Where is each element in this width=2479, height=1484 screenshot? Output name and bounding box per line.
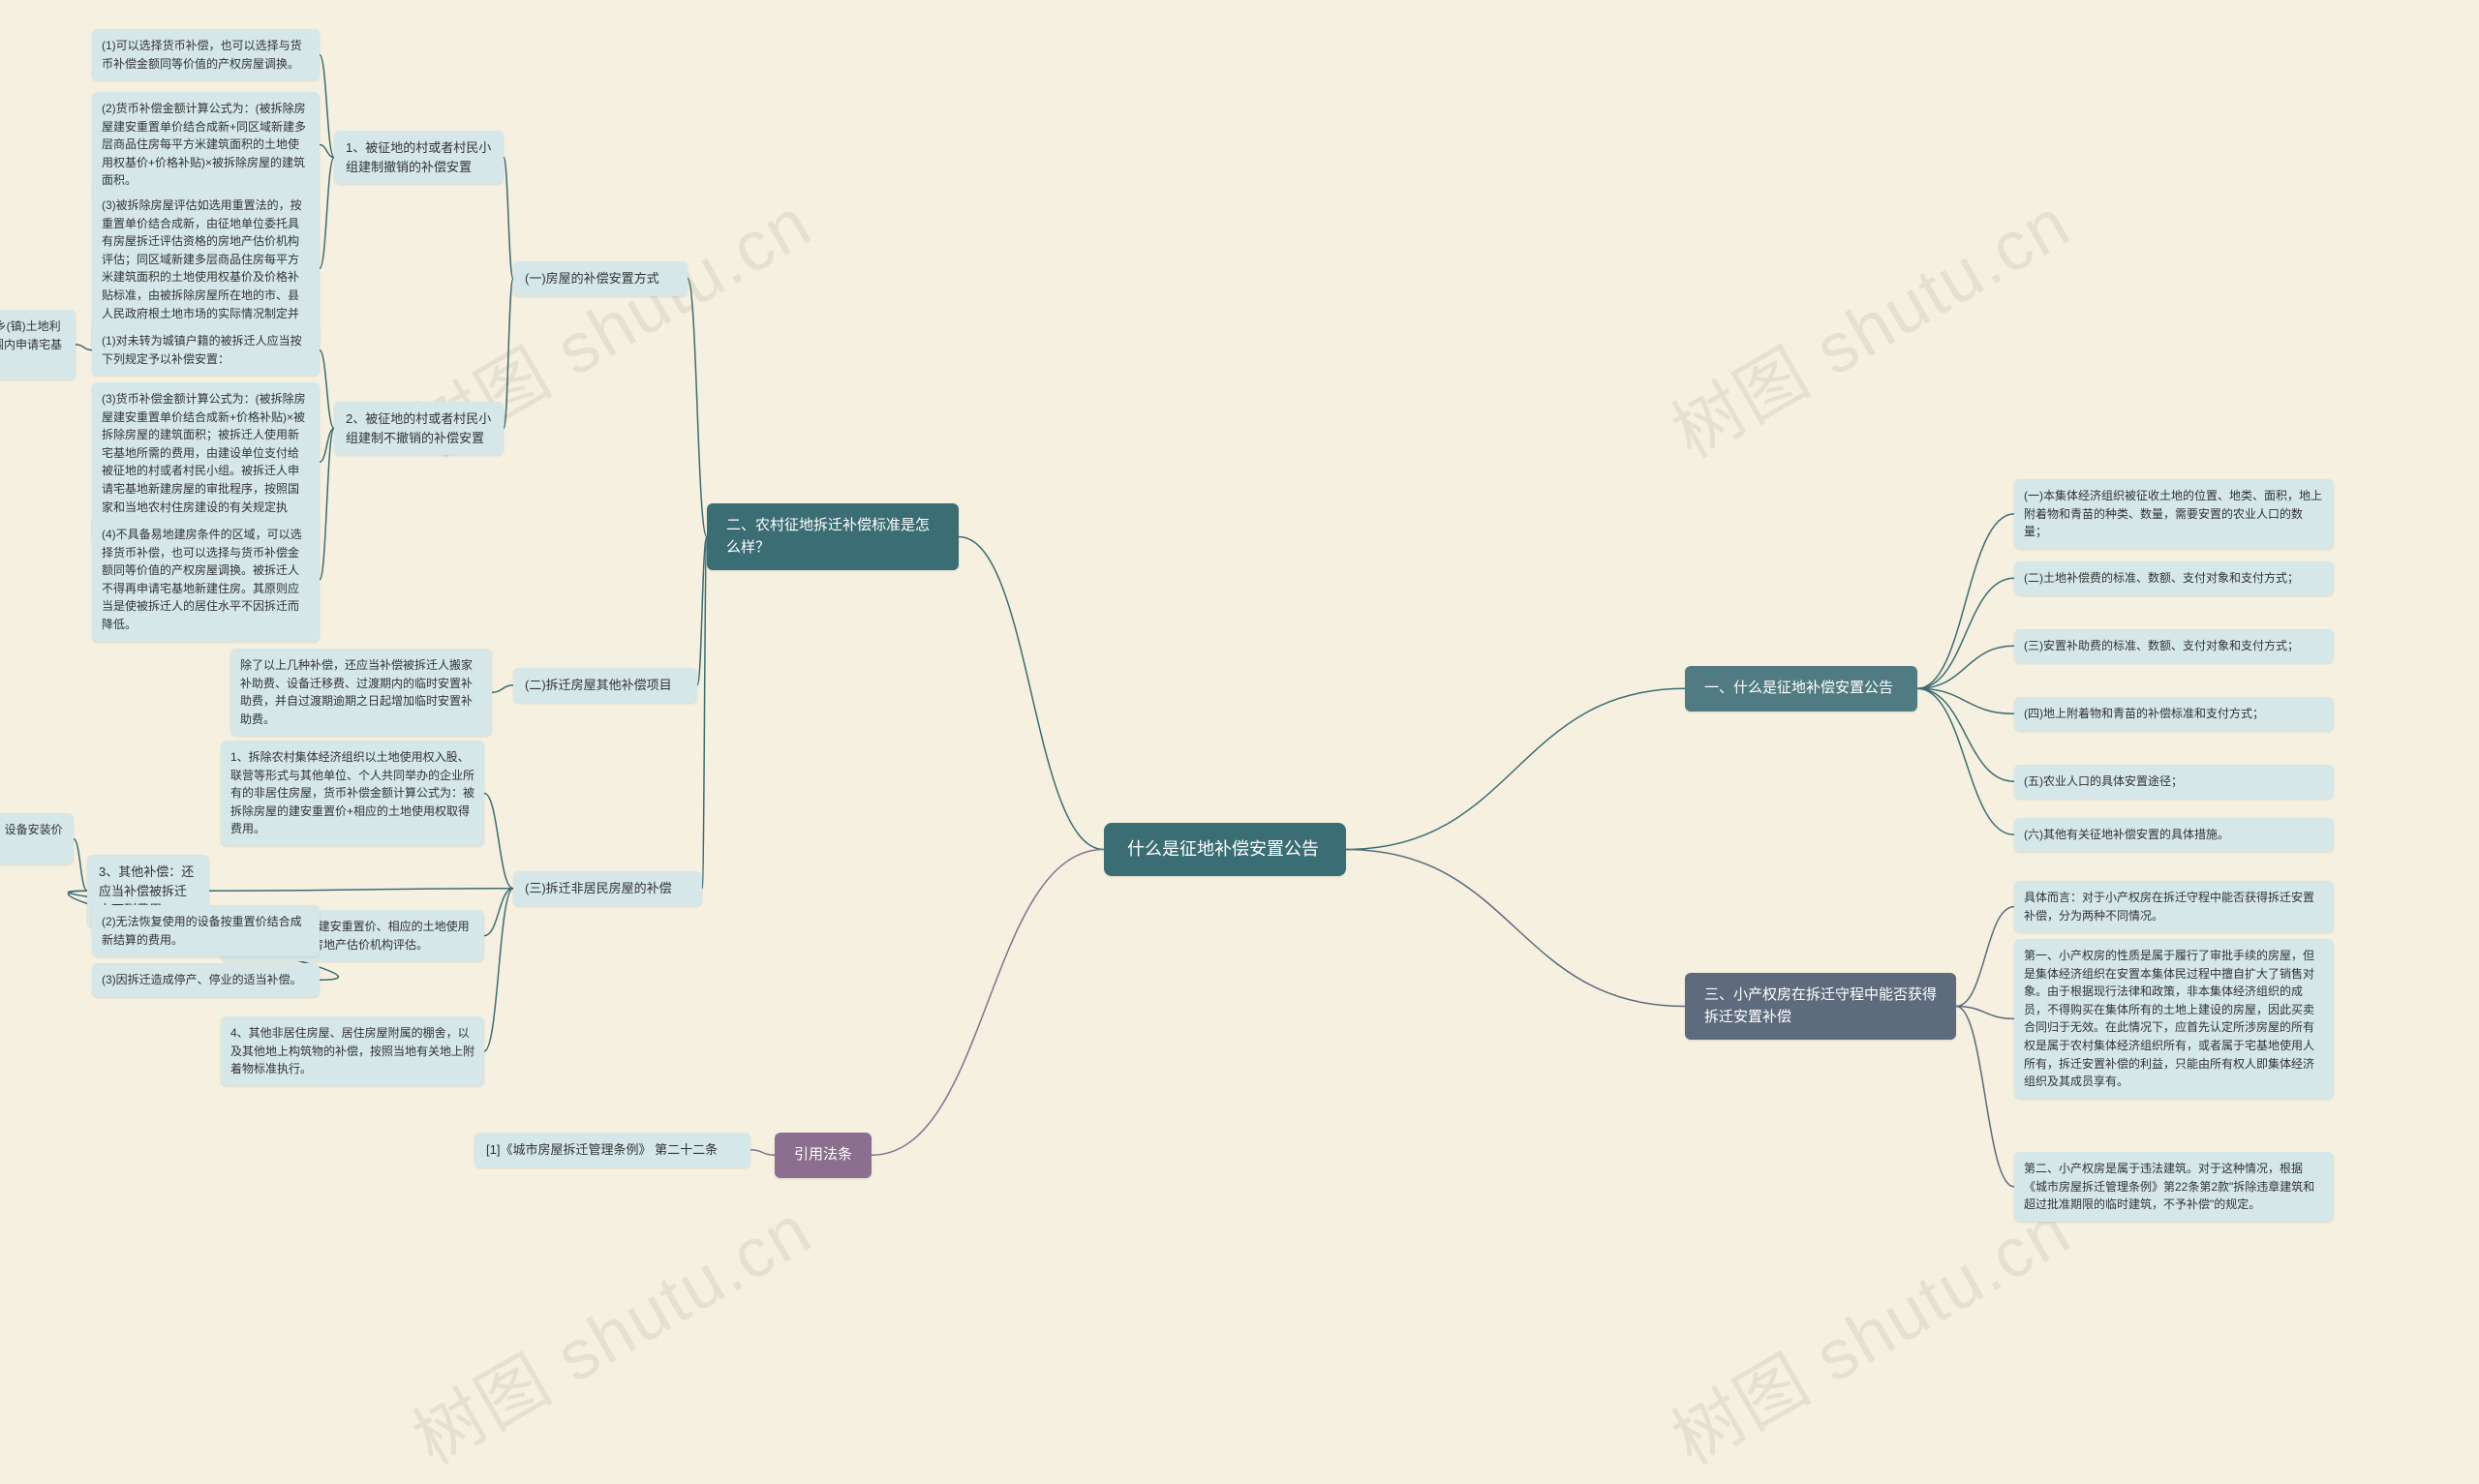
mindmap-node-m1_3[interactable]: (三)安置补助费的标准、数额、支付对象和支付方式； (2014, 629, 2334, 663)
mindmap-node-m3_1[interactable]: 具体而言：对于小产权房在拆迁守程中能否获得拆迁安置补偿，分为两种不同情况。 (2014, 881, 2334, 932)
connector (1917, 688, 2014, 713)
connector (484, 889, 513, 1051)
mindmap-node-m2_a2_1[interactable]: (1)对未转为城镇户籍的被拆迁人应当按下列规定予以补偿安置： (92, 324, 320, 376)
connector (1917, 688, 2014, 834)
mindmap-node-m2_a2_3[interactable]: (4)不具备易地建房条件的区域，可以选择货币补偿，也可以选择与货币补偿金额同等价… (92, 518, 320, 642)
mindmap-node-m4_1[interactable]: [1]《城市房屋拆迁管理条例》 第二十二条 (474, 1133, 750, 1167)
mindmap-node-m1_5[interactable]: (五)农业人口的具体安置途径； (2014, 765, 2334, 799)
connector (1346, 688, 1685, 849)
connector (320, 55, 334, 158)
connector (872, 850, 1104, 1156)
mindmap-node-m1_2[interactable]: (二)土地补偿费的标准、数额、支付对象和支付方式； (2014, 561, 2334, 595)
mindmap-node-m2_a1_1[interactable]: (1)可以选择货币补偿，也可以选择与货币补偿金额同等价值的产权房屋调换。 (92, 29, 320, 80)
connector (504, 279, 513, 429)
mindmap-node-m2_a1[interactable]: 1、被征地的村或者村民小组建制撤销的补偿安置 (334, 131, 504, 184)
connector (688, 279, 707, 537)
watermark: 树图 shutu.cn (391, 1173, 826, 1483)
mindmap-node-m2_b1[interactable]: 除了以上几种补偿，还应当补偿被拆迁人搬家补助费、设备迁移费、过渡期内的临时安置补… (230, 649, 492, 736)
connector (74, 839, 87, 892)
mindmap-node-m2_b[interactable]: (二)拆迁房屋其他补偿项目 (513, 668, 697, 703)
mindmap-node-m1[interactable]: 一、什么是征地补偿安置公告 (1685, 666, 1917, 712)
mindmap-node-m2[interactable]: 二、农村征地拆迁补偿标准是怎么样？ (707, 503, 959, 570)
mindmap-node-m2_c3_3[interactable]: (3)因拆迁造成停产、停业的适当补偿。 (92, 963, 320, 997)
mindmap-node-center[interactable]: 什么是征地补偿安置公告 (1104, 823, 1346, 876)
connector-layer (0, 0, 2479, 1474)
connector (1956, 907, 2014, 1007)
mindmap-node-m2_c3_2[interactable]: (2)无法恢复使用的设备按重置价结合成新结算的费用。 (92, 905, 320, 956)
connector (1956, 1007, 2014, 1019)
mindmap-node-m3_3[interactable]: 第二、小产权房是属于违法建筑。对于这种情况，根据《城市房屋拆迁管理条例》第22条… (2014, 1152, 2334, 1222)
connector (484, 793, 513, 888)
connector (702, 537, 707, 889)
mindmap-node-m2_a2[interactable]: 2、被征地的村或者村民小组建制不撤销的补偿安置 (334, 402, 504, 455)
watermark: 树图 shutu.cn (1650, 167, 2085, 476)
connector (1917, 514, 2014, 688)
connector (76, 345, 92, 350)
connector (1346, 850, 1685, 1007)
connector (697, 537, 707, 685)
connector (320, 429, 334, 580)
mindmap-node-m3_2[interactable]: 第一、小产权房的性质是属于履行了审批手续的房屋，但是集体经济组织在安置本集体民过… (2014, 939, 2334, 1099)
mindmap-node-m1_4[interactable]: (四)地上附着物和青苗的补偿标准和支付方式； (2014, 697, 2334, 731)
connector (320, 144, 334, 157)
connector (750, 1150, 775, 1156)
mindmap-node-m2_a[interactable]: (一)房屋的补偿安置方式 (513, 261, 688, 296)
connector (959, 537, 1104, 850)
mindmap-node-m2_a1_2[interactable]: (2)货币补偿金额计算公式为：(被拆除房屋建安重置单价结合成新+同区域新建多层商… (92, 92, 320, 197)
mindmap-node-m2_c3_1[interactable]: (1)按国家和本市规定的货物运输价格、设备安装价格计算的设备搬迁和安装费用。 (0, 813, 74, 864)
mindmap-node-m2_c1[interactable]: 1、拆除农村集体经济组织以土地使用权入股、联营等形式与其他单位、个人共同举办的企… (221, 741, 484, 846)
connector (320, 429, 334, 463)
mindmap-node-m2_a2_1a[interactable]: (2)具备易地建房条件的区域，可以在乡(镇)土地利用总体规划确定的中心村或居民点… (0, 310, 76, 379)
connector (320, 158, 334, 269)
connector (1917, 646, 2014, 688)
connector (504, 158, 513, 279)
mindmap-node-m2_c4[interactable]: 4、其他非居住房屋、居住房屋附属的棚舍，以及其他地上构筑物的补偿，按照当地有关地… (221, 1016, 484, 1086)
connector (484, 889, 513, 936)
mindmap-node-m4[interactable]: 引用法条 (775, 1133, 872, 1178)
connector (320, 350, 334, 429)
mindmap-node-m2_c[interactable]: (三)拆迁非居民房屋的补偿 (513, 871, 702, 906)
connector (1917, 688, 2014, 781)
mindmap-node-m1_1[interactable]: (一)本集体经济组织被征收土地的位置、地类、面积，地上附着物和青苗的种类、数量，… (2014, 479, 2334, 549)
mindmap-node-m3[interactable]: 三、小产权房在拆迁守程中能否获得拆迁安置补偿 (1685, 973, 1956, 1040)
connector (492, 685, 513, 692)
connector (1956, 1007, 2014, 1187)
connector (1917, 578, 2014, 688)
connector (209, 889, 513, 892)
mindmap-node-m1_6[interactable]: (六)其他有关征地补偿安置的具体措施。 (2014, 818, 2334, 852)
